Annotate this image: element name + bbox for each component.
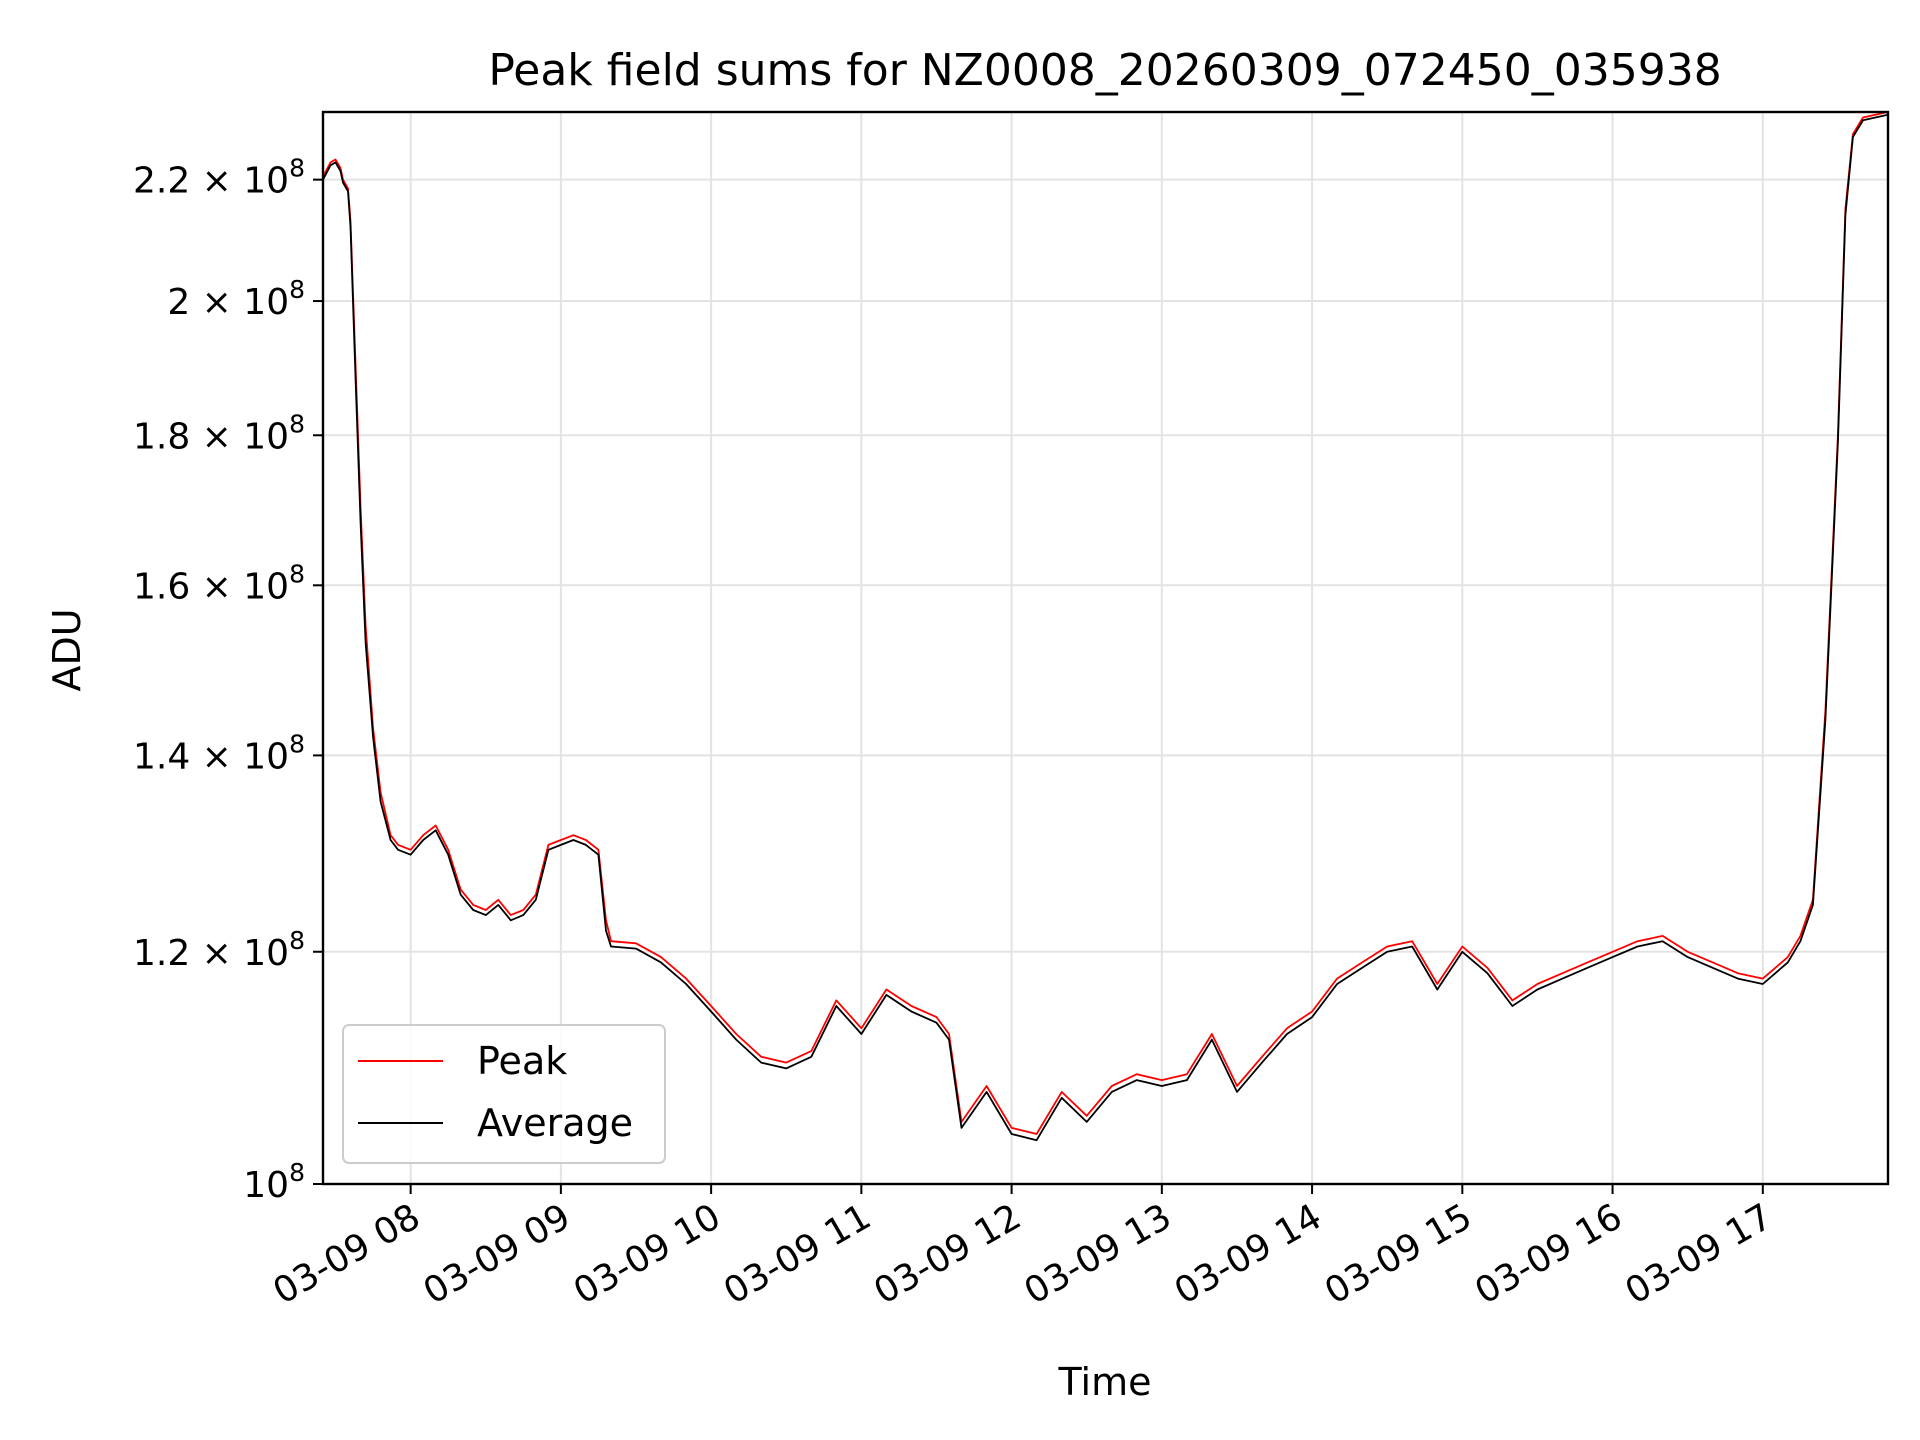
x-axis-label: Time [1058, 1360, 1152, 1404]
series-line-average [323, 113, 1888, 1142]
y-tick-label: 1.4 × 108 [133, 729, 305, 777]
plot-lines [323, 112, 1888, 1142]
y-axis-label: ADU [45, 608, 89, 691]
y-axis: 108 1.2 × 108 1.4 × 108 1.6 × 108 1.8 × 108 2… [133, 154, 323, 1206]
y-tick-label: 108 [243, 1158, 305, 1206]
y-tick-label: 1.8 × 108 [133, 409, 305, 457]
plot-frame [321, 110, 1890, 1186]
chart-title: Peak field sums for NZ0008_20260309_0724… [488, 45, 1721, 96]
y-tick-label: 2 × 108 [167, 275, 305, 323]
legend-label-peak: Peak [477, 1039, 567, 1083]
y-tick-label: 1.6 × 108 [133, 559, 305, 607]
y-tick-label: 2.2 × 108 [133, 154, 305, 202]
series-line-peak [323, 112, 1888, 1135]
y-tick-label: 1.2 × 108 [133, 926, 305, 974]
legend-box [342, 1024, 666, 1164]
legend-label-average: Average [477, 1101, 633, 1145]
legend: Peak Average [342, 1024, 666, 1164]
